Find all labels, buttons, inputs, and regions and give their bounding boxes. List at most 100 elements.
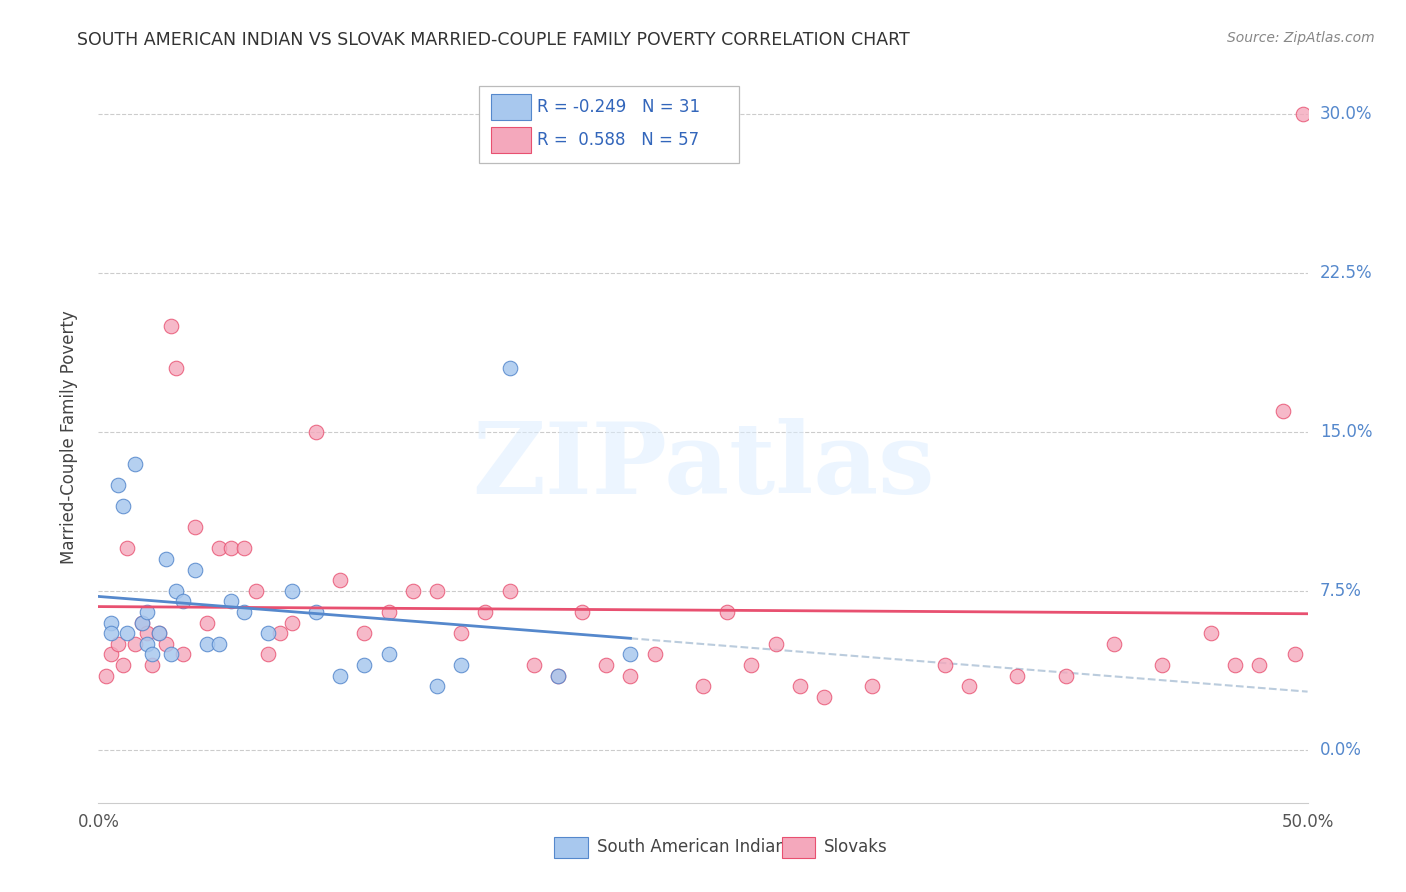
Bar <box>782 838 815 858</box>
Point <box>305 605 328 619</box>
Point <box>155 637 177 651</box>
Point <box>172 648 194 662</box>
Point <box>1272 403 1295 417</box>
Point <box>111 499 134 513</box>
Point <box>269 626 291 640</box>
Text: ZIPatlas: ZIPatlas <box>472 417 934 515</box>
Point <box>195 615 218 630</box>
Point <box>184 563 207 577</box>
Point <box>426 583 449 598</box>
Point <box>131 615 153 630</box>
Point <box>111 658 134 673</box>
Text: Source: ZipAtlas.com: Source: ZipAtlas.com <box>1227 31 1375 45</box>
Point <box>135 626 157 640</box>
Point <box>450 626 472 640</box>
Point <box>329 573 352 587</box>
Text: R = -0.249   N = 31: R = -0.249 N = 31 <box>537 98 700 116</box>
Point <box>523 658 546 673</box>
Point <box>1199 626 1222 640</box>
Point <box>141 658 163 673</box>
Point <box>232 541 254 556</box>
Point <box>305 425 328 439</box>
Text: 22.5%: 22.5% <box>1320 264 1372 282</box>
Point <box>148 626 170 640</box>
Point <box>107 477 129 491</box>
Text: 0.0%: 0.0% <box>1320 740 1361 759</box>
Point <box>450 658 472 673</box>
Point <box>353 626 375 640</box>
Bar <box>479 86 740 163</box>
Point <box>165 361 187 376</box>
Point <box>1102 637 1125 651</box>
Point <box>716 605 738 619</box>
Point <box>100 648 122 662</box>
Point <box>1223 658 1246 673</box>
Point <box>353 658 375 673</box>
Point <box>117 626 139 640</box>
Point <box>256 648 278 662</box>
Point <box>195 637 218 651</box>
Point <box>107 637 129 651</box>
Text: R =  0.588   N = 57: R = 0.588 N = 57 <box>537 131 699 149</box>
Point <box>644 648 666 662</box>
Point <box>245 583 267 598</box>
Bar <box>554 838 588 858</box>
Point <box>124 637 146 651</box>
Point <box>165 583 187 598</box>
Point <box>221 594 243 608</box>
Point <box>765 637 787 651</box>
Point <box>100 626 122 640</box>
Point <box>1007 668 1029 682</box>
Bar <box>492 94 531 120</box>
Point <box>1054 668 1077 682</box>
Point <box>135 637 157 651</box>
Point <box>595 658 617 673</box>
Point <box>377 605 399 619</box>
Point <box>740 658 762 673</box>
Point <box>160 648 183 662</box>
Point <box>1152 658 1174 673</box>
Point <box>100 615 122 630</box>
Point <box>141 648 163 662</box>
Point <box>547 668 569 682</box>
Text: 15.0%: 15.0% <box>1320 423 1372 441</box>
Point <box>813 690 835 704</box>
Point <box>789 679 811 693</box>
Point <box>329 668 352 682</box>
Point <box>256 626 278 640</box>
Point <box>1292 107 1315 121</box>
Point <box>957 679 980 693</box>
Point <box>232 605 254 619</box>
Point <box>498 361 520 376</box>
Point <box>402 583 425 598</box>
Text: Slovaks: Slovaks <box>824 838 887 855</box>
Point <box>619 668 641 682</box>
Point <box>426 679 449 693</box>
Point <box>208 541 231 556</box>
Point <box>160 318 183 333</box>
Point <box>1284 648 1306 662</box>
Point <box>619 648 641 662</box>
Point <box>571 605 593 619</box>
Point <box>692 679 714 693</box>
Point <box>934 658 956 673</box>
Text: 7.5%: 7.5% <box>1320 582 1361 599</box>
Point <box>377 648 399 662</box>
Y-axis label: Married-Couple Family Poverty: Married-Couple Family Poverty <box>59 310 77 564</box>
Point <box>860 679 883 693</box>
Point <box>155 552 177 566</box>
Point <box>135 605 157 619</box>
Text: 30.0%: 30.0% <box>1320 104 1372 123</box>
Point <box>208 637 231 651</box>
Point <box>474 605 496 619</box>
Point <box>498 583 520 598</box>
Point <box>184 520 207 534</box>
Point <box>547 668 569 682</box>
Point <box>221 541 243 556</box>
Point <box>117 541 139 556</box>
Text: South American Indians: South American Indians <box>596 838 794 855</box>
Text: SOUTH AMERICAN INDIAN VS SLOVAK MARRIED-COUPLE FAMILY POVERTY CORRELATION CHART: SOUTH AMERICAN INDIAN VS SLOVAK MARRIED-… <box>77 31 910 49</box>
Point <box>281 615 304 630</box>
Point <box>124 457 146 471</box>
Bar <box>492 127 531 153</box>
